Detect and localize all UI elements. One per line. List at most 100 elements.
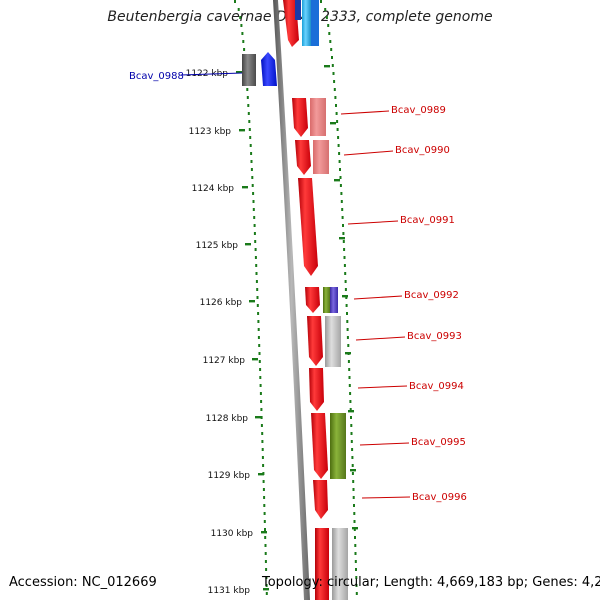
scale-dot — [338, 160, 341, 163]
scale-dot — [265, 592, 268, 595]
gene-label-bcav-0988: Bcav_0988 — [129, 71, 184, 82]
tick-1131: 1131 kbp — [208, 586, 269, 596]
scale-dot — [256, 296, 259, 299]
scale-dot — [346, 320, 349, 323]
scale-dot — [234, 0, 236, 3]
scale-dot — [320, 0, 322, 3]
gene-label-bcav-0996: Bcav_0996 — [412, 492, 467, 503]
scale-dot — [252, 208, 255, 211]
scale-dot — [251, 176, 254, 179]
gene-label-bcav-0994: Bcav_0994 — [409, 381, 464, 392]
scale-dot — [355, 584, 358, 587]
gene-arrow-bcav-0996 — [313, 480, 328, 519]
scale-dot — [259, 368, 262, 371]
outer-scale-ring — [320, 0, 358, 595]
gene-features — [242, 0, 348, 600]
scale-dot — [264, 528, 266, 531]
scale-dot — [355, 592, 358, 595]
scale-dot — [258, 352, 261, 355]
accession-text: Accession: NC_012669 — [9, 575, 157, 590]
scale-dot — [335, 112, 338, 115]
scale-dot — [343, 256, 346, 259]
scale-dot — [263, 504, 266, 507]
scale-dot — [264, 544, 267, 547]
scale-dot — [259, 384, 262, 387]
svg-text:1128 kbp: 1128 kbp — [206, 414, 249, 424]
scale-dot — [350, 440, 353, 443]
scale-dot — [251, 184, 254, 187]
scale-dot — [254, 248, 257, 251]
gene-labels: Bcav_0988 Bcav_0989 Bcav_0990 Bcav_0991 … — [129, 71, 467, 503]
scale-dot — [335, 104, 337, 107]
outer-ring-ticks — [324, 65, 358, 530]
topology-text: Topology: circular; Length: 4,669,183 bp… — [262, 575, 600, 590]
scale-dot — [350, 416, 352, 419]
label-leaders — [180, 72, 411, 499]
svg-text:1127 kbp: 1127 kbp — [203, 356, 246, 366]
scale-dot — [263, 512, 266, 515]
scale-dot — [350, 424, 353, 427]
gene-cog-bcav-0989 — [310, 98, 326, 136]
scale-dot — [257, 336, 260, 339]
gene-cog-top-c — [295, 0, 301, 20]
scale-dot — [353, 520, 356, 523]
gene-label-bcav-0989: Bcav_0989 — [391, 105, 446, 116]
scale-dot — [258, 344, 261, 347]
tick-1129: 1129 kbp — [208, 471, 264, 481]
svg-text:1126 kbp: 1126 kbp — [200, 298, 243, 308]
scale-dot — [329, 40, 332, 43]
scale-dot — [346, 312, 348, 315]
scale-dot — [350, 432, 353, 435]
scale-dot — [257, 320, 260, 323]
scale-dot — [354, 544, 357, 547]
gene-cog-bcav-0988 — [242, 54, 256, 86]
scale-dot — [250, 152, 253, 155]
scale-dot — [258, 360, 261, 363]
scale-dot — [237, 8, 240, 11]
gene-arrow-bcav-0994 — [309, 368, 324, 411]
gene-cog-bcav-0995 — [330, 413, 346, 479]
scale-dot — [250, 160, 253, 163]
scale-dot — [259, 392, 262, 395]
gene-cog-bottom — [332, 528, 348, 600]
scale-dot — [240, 24, 243, 27]
scale-dot — [349, 392, 352, 395]
scale-dot — [246, 88, 249, 91]
scale-dot — [262, 480, 265, 483]
scale-dot — [351, 456, 354, 459]
scale-dot — [353, 528, 356, 531]
scale-dot — [354, 560, 357, 563]
scale-dot — [264, 536, 267, 539]
scale-dot — [342, 232, 345, 235]
kbp-scale: 1122 kbp 1123 kbp 1124 kbp 1125 kbp 1126… — [186, 69, 269, 596]
svg-text:1125 kbp: 1125 kbp — [196, 241, 239, 251]
scale-dot — [331, 64, 334, 67]
scale-dot — [263, 520, 266, 523]
scale-dot — [346, 336, 349, 339]
gene-label-bcav-0991: Bcav_0991 — [400, 215, 455, 226]
scale-dot — [247, 104, 250, 107]
scale-dot — [247, 112, 250, 115]
gene-arrow-bcav-0989 — [292, 98, 308, 137]
scale-dot — [354, 552, 357, 555]
gene-label-bcav-0995: Bcav_0995 — [411, 437, 466, 448]
scale-dot — [340, 192, 343, 195]
gene-arrow-bcav-0993 — [307, 316, 323, 366]
gene-arrow-bottom — [315, 528, 329, 600]
genome-backbone — [273, 0, 310, 600]
scale-dot — [264, 552, 267, 555]
gene-arrow-bcav-0988 — [261, 52, 277, 86]
scale-dot — [253, 224, 256, 227]
gene-arrow-bcav-0990 — [295, 140, 311, 175]
scale-dot — [344, 280, 347, 283]
scale-dot — [263, 496, 266, 499]
tick-1125: 1125 kbp — [196, 241, 251, 251]
scale-dot — [344, 288, 347, 291]
scale-dot — [252, 200, 255, 203]
scale-dot — [349, 408, 352, 411]
scale-dot — [241, 32, 244, 35]
scale-dot — [352, 488, 355, 491]
scale-dot — [351, 448, 354, 451]
scale-dot — [242, 40, 245, 43]
